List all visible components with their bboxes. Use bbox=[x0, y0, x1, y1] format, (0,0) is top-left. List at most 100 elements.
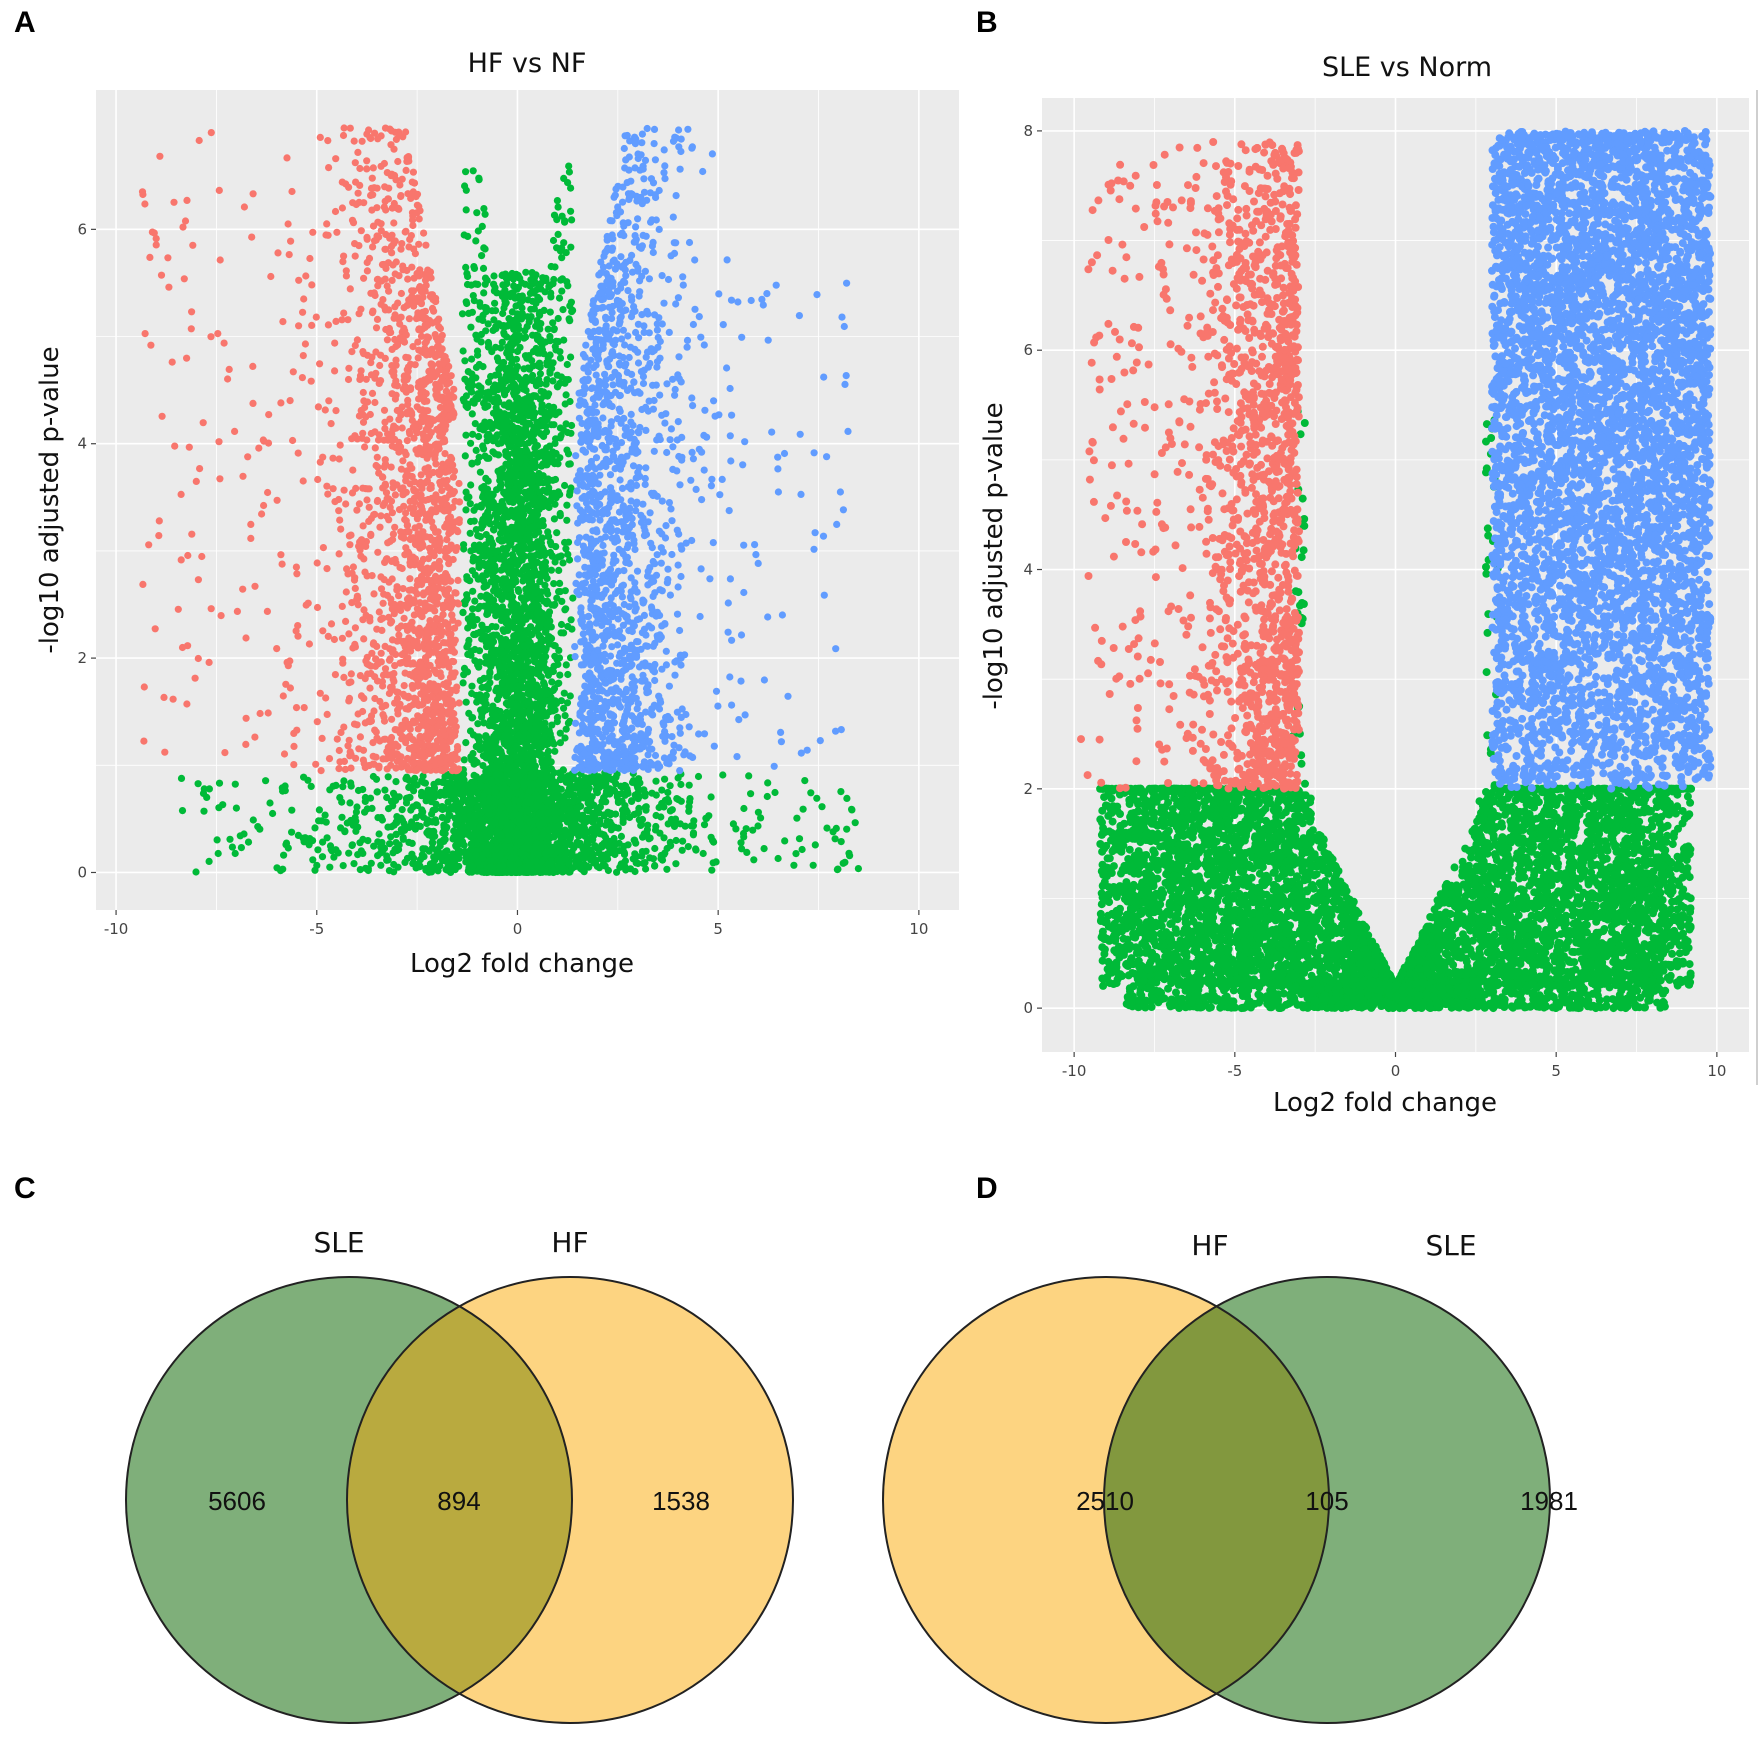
data-point bbox=[468, 410, 476, 418]
data-point bbox=[558, 212, 566, 220]
data-point bbox=[523, 815, 531, 823]
data-point bbox=[478, 252, 486, 260]
data-point bbox=[489, 326, 497, 334]
data-point bbox=[231, 849, 239, 858]
data-point bbox=[552, 543, 560, 551]
data-point bbox=[486, 863, 494, 871]
data-point bbox=[536, 473, 545, 481]
data-point bbox=[531, 830, 539, 838]
data-point bbox=[540, 306, 548, 314]
data-point bbox=[553, 714, 562, 722]
data-point bbox=[521, 631, 529, 639]
data-point bbox=[508, 620, 517, 628]
data-point bbox=[554, 203, 562, 211]
data-point bbox=[495, 521, 503, 529]
data-point bbox=[213, 836, 221, 844]
data-point bbox=[231, 780, 239, 788]
data-point bbox=[664, 788, 672, 797]
data-point bbox=[491, 604, 499, 612]
data-point bbox=[479, 264, 488, 272]
data-point bbox=[522, 268, 530, 276]
data-point bbox=[524, 591, 532, 600]
data-point bbox=[531, 552, 539, 560]
data-point bbox=[642, 865, 650, 873]
data-point bbox=[471, 571, 479, 579]
data-point bbox=[429, 806, 437, 815]
data-point bbox=[593, 777, 601, 785]
data-point bbox=[530, 392, 538, 400]
data-point bbox=[383, 793, 391, 802]
data-point bbox=[391, 845, 399, 853]
data-point bbox=[464, 378, 472, 386]
data-point bbox=[551, 747, 559, 755]
data-point bbox=[445, 779, 453, 787]
data-point bbox=[492, 548, 500, 556]
data-point bbox=[359, 785, 367, 794]
data-point bbox=[518, 309, 526, 318]
data-point bbox=[563, 516, 571, 524]
data-point bbox=[430, 785, 438, 793]
data-point bbox=[505, 667, 513, 676]
data-point bbox=[522, 466, 530, 474]
data-point bbox=[562, 391, 570, 399]
data-point bbox=[545, 410, 554, 418]
data-point bbox=[545, 826, 553, 834]
data-point bbox=[474, 858, 482, 866]
data-point bbox=[455, 815, 463, 823]
data-point bbox=[502, 691, 510, 699]
data-point bbox=[488, 490, 496, 498]
data-point bbox=[381, 786, 389, 794]
data-point bbox=[418, 792, 426, 800]
data-point bbox=[482, 691, 490, 699]
data-point bbox=[522, 741, 530, 749]
data-point bbox=[484, 421, 492, 429]
data-point bbox=[433, 846, 441, 854]
data-point bbox=[288, 828, 296, 836]
data-point bbox=[497, 376, 505, 384]
data-point bbox=[499, 410, 507, 418]
data-point bbox=[540, 432, 548, 440]
data-point bbox=[553, 789, 561, 797]
data-point bbox=[516, 570, 524, 578]
data-point bbox=[781, 837, 789, 845]
data-point bbox=[514, 830, 522, 838]
data-point bbox=[527, 403, 535, 411]
data-point bbox=[475, 360, 483, 369]
data-point bbox=[692, 846, 700, 854]
data-point bbox=[545, 402, 553, 410]
data-point bbox=[488, 307, 496, 315]
data-point bbox=[490, 504, 498, 512]
data-point bbox=[508, 376, 516, 385]
data-point bbox=[380, 844, 389, 853]
data-point bbox=[434, 867, 442, 875]
data-point bbox=[527, 578, 535, 586]
data-point bbox=[645, 835, 653, 843]
data-point bbox=[507, 854, 515, 862]
data-point bbox=[498, 679, 506, 687]
data-point bbox=[326, 863, 334, 871]
data-point bbox=[480, 445, 488, 453]
data-point bbox=[482, 706, 490, 714]
data-point bbox=[482, 638, 490, 647]
data-point bbox=[504, 626, 512, 634]
data-point bbox=[497, 831, 505, 839]
data-point bbox=[552, 699, 561, 708]
data-point bbox=[621, 791, 629, 799]
data-point bbox=[418, 806, 426, 814]
data-point bbox=[500, 329, 508, 337]
data-point bbox=[300, 838, 308, 846]
data-point bbox=[508, 682, 517, 690]
data-point bbox=[686, 798, 694, 806]
data-point bbox=[562, 855, 570, 863]
data-point bbox=[651, 826, 660, 834]
data-point bbox=[587, 856, 595, 864]
data-point bbox=[348, 841, 356, 850]
data-point bbox=[562, 376, 570, 384]
data-point bbox=[469, 605, 477, 613]
data-point bbox=[392, 778, 400, 786]
data-point bbox=[685, 807, 693, 815]
data-point bbox=[467, 840, 475, 848]
data-point bbox=[568, 421, 576, 430]
data-point bbox=[551, 823, 559, 831]
data-point bbox=[416, 822, 424, 831]
